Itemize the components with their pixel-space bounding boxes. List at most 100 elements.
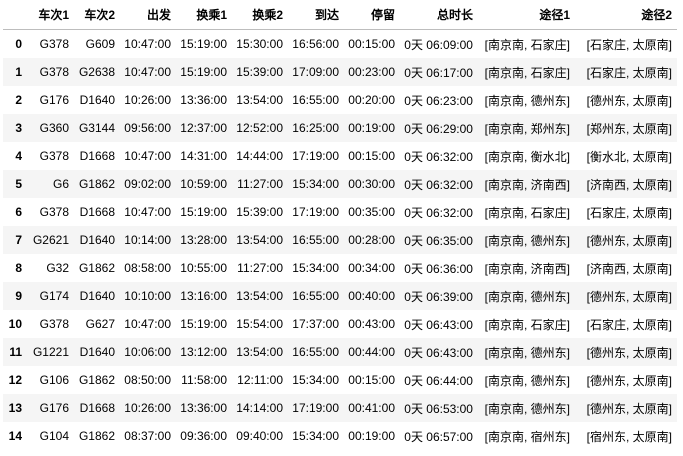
cell-stopover: 00:40:00 [348, 289, 395, 303]
cell-total-duration: 0天 06:57:00 [404, 429, 473, 444]
cell-train2: G1862 [78, 261, 115, 275]
cell-arrive: 16:55:00 [292, 233, 339, 247]
cell-total-duration: 0天 06:43:00 [404, 317, 473, 332]
column-header-index [3, 0, 27, 30]
cell-stopover: 00:15:00 [348, 37, 395, 51]
cell-transfer1: 15:19:00 [180, 205, 227, 219]
cell-stopover: 00:28:00 [348, 233, 395, 247]
cell-transfer2: 13:54:00 [236, 345, 283, 359]
cell-transfer2: 15:54:00 [236, 317, 283, 331]
cell-route2: [德州东, 太原南] [586, 345, 672, 360]
cell-route2: [郑州东, 太原南] [586, 121, 672, 136]
cell-stopover: 00:43:00 [348, 317, 395, 331]
cell-stopover: 00:19:00 [348, 121, 395, 135]
cell-depart: 10:47:00 [124, 65, 171, 79]
column-header-depart: 出发 [120, 0, 176, 30]
cell-transfer1: 13:36:00 [180, 401, 227, 415]
cell-arrive: 17:09:00 [292, 65, 339, 79]
cell-transfer1: 13:16:00 [180, 289, 227, 303]
cell-train1: G176 [39, 93, 69, 107]
cell-train1: G378 [39, 205, 69, 219]
row-index: 4 [15, 149, 22, 163]
row-index: 14 [8, 429, 22, 443]
cell-train2: D1640 [79, 345, 115, 359]
cell-arrive: 15:34:00 [292, 429, 339, 443]
cell-transfer1: 10:59:00 [180, 177, 227, 191]
cell-train1: G106 [39, 373, 69, 387]
cell-route2: [石家庄, 太原南] [586, 37, 672, 52]
cell-total-duration: 0天 06:32:00 [404, 149, 473, 164]
cell-transfer1: 13:36:00 [180, 93, 227, 107]
table-row: 3 G360 G3144 09:56:00 12:37:00 12:52:00 16:25:… [3, 114, 677, 142]
cell-transfer1: 09:36:00 [180, 429, 227, 443]
cell-transfer2: 11:27:00 [237, 177, 283, 191]
cell-transfer1: 15:19:00 [180, 37, 227, 51]
cell-route2: [济南西, 太原南] [586, 177, 672, 192]
column-header-train1: 车次1 [27, 0, 74, 30]
cell-route1: [南京南, 石家庄] [484, 37, 570, 52]
table-body: 0 G378 G609 10:47:00 15:19:00 15:30:00 16:56:0… [3, 30, 677, 451]
cell-train2: G2638 [78, 65, 115, 79]
cell-depart: 10:47:00 [124, 205, 171, 219]
cell-train2: G609 [85, 37, 115, 51]
cell-train1: G176 [39, 401, 69, 415]
table-header: 车次1 车次2 出发 换乘1 换乘2 到达 停留 总时长 途径1 途径2 [3, 0, 677, 30]
row-index: 5 [15, 177, 22, 191]
cell-train2: D1668 [79, 205, 115, 219]
cell-depart: 10:47:00 [124, 317, 171, 331]
cell-depart: 08:58:00 [124, 261, 171, 275]
row-index: 12 [8, 373, 22, 387]
cell-route1: [南京南, 宿州东] [484, 429, 570, 444]
row-index: 9 [15, 289, 22, 303]
cell-total-duration: 0天 06:43:00 [404, 345, 473, 360]
cell-route1: [南京南, 德州东] [484, 93, 570, 108]
table-row: 10 G378 G627 10:47:00 15:19:00 15:54:00 17:37:… [3, 310, 677, 338]
cell-stopover: 00:19:00 [348, 429, 395, 443]
cell-total-duration: 0天 06:44:00 [404, 373, 473, 388]
cell-depart: 10:26:00 [124, 93, 171, 107]
cell-transfer2: 09:40:00 [236, 429, 283, 443]
cell-arrive: 17:37:00 [292, 317, 339, 331]
cell-arrive: 16:55:00 [292, 93, 339, 107]
cell-route2: [德州东, 太原南] [586, 233, 672, 248]
column-header-route1: 途径1 [478, 0, 575, 30]
cell-stopover: 00:30:00 [348, 177, 395, 191]
cell-depart: 10:47:00 [124, 37, 171, 51]
cell-train1: G378 [39, 149, 69, 163]
cell-total-duration: 0天 06:36:00 [404, 261, 473, 276]
cell-transfer2: 14:44:00 [236, 149, 283, 163]
cell-train2: G1862 [78, 177, 115, 191]
table-row: 9 G174 D1640 10:10:00 13:16:00 13:54:00 16:55:… [3, 282, 677, 310]
cell-route2: [德州东, 太原南] [586, 401, 672, 416]
cell-arrive: 16:55:00 [292, 289, 339, 303]
cell-total-duration: 0天 06:29:00 [404, 121, 473, 136]
table-row: 14 G104 G1862 08:37:00 09:36:00 09:40:00 15:34… [3, 422, 677, 450]
cell-route1: [南京南, 德州东] [484, 373, 570, 388]
row-index: 6 [15, 205, 22, 219]
cell-route2: [宿州东, 太原南] [586, 429, 672, 444]
cell-stopover: 00:44:00 [348, 345, 395, 359]
cell-transfer2: 12:52:00 [236, 121, 283, 135]
row-index: 7 [15, 233, 22, 247]
row-index: 2 [15, 93, 22, 107]
cell-route2: [德州东, 太原南] [586, 93, 672, 108]
cell-route1: [南京南, 济南西] [484, 261, 570, 276]
cell-route2: [德州东, 太原南] [586, 289, 672, 304]
column-header-train2: 车次2 [74, 0, 120, 30]
cell-total-duration: 0天 06:17:00 [404, 65, 473, 80]
cell-depart: 10:10:00 [124, 289, 171, 303]
cell-route1: [南京南, 石家庄] [484, 205, 570, 220]
cell-stopover: 00:34:00 [348, 261, 395, 275]
cell-transfer2: 13:54:00 [236, 289, 283, 303]
cell-transfer1: 12:37:00 [180, 121, 227, 135]
cell-stopover: 00:15:00 [348, 373, 395, 387]
table-row: 2 G176 D1640 10:26:00 13:36:00 13:54:00 16:55:… [3, 86, 677, 114]
cell-depart: 10:06:00 [124, 345, 171, 359]
cell-transfer1: 13:12:00 [180, 345, 227, 359]
cell-train1: G360 [39, 121, 69, 135]
cell-route1: [南京南, 石家庄] [484, 65, 570, 80]
dataframe-table: 车次1 车次2 出发 换乘1 换乘2 到达 停留 总时长 途径1 途径2 0 G378 G609 10:… [3, 0, 677, 450]
cell-train2: D1668 [79, 401, 115, 415]
table-row: 5 G6 G1862 09:02:00 10:59:00 11:27:00 15:34:00… [3, 170, 677, 198]
cell-stopover: 00:35:00 [348, 205, 395, 219]
